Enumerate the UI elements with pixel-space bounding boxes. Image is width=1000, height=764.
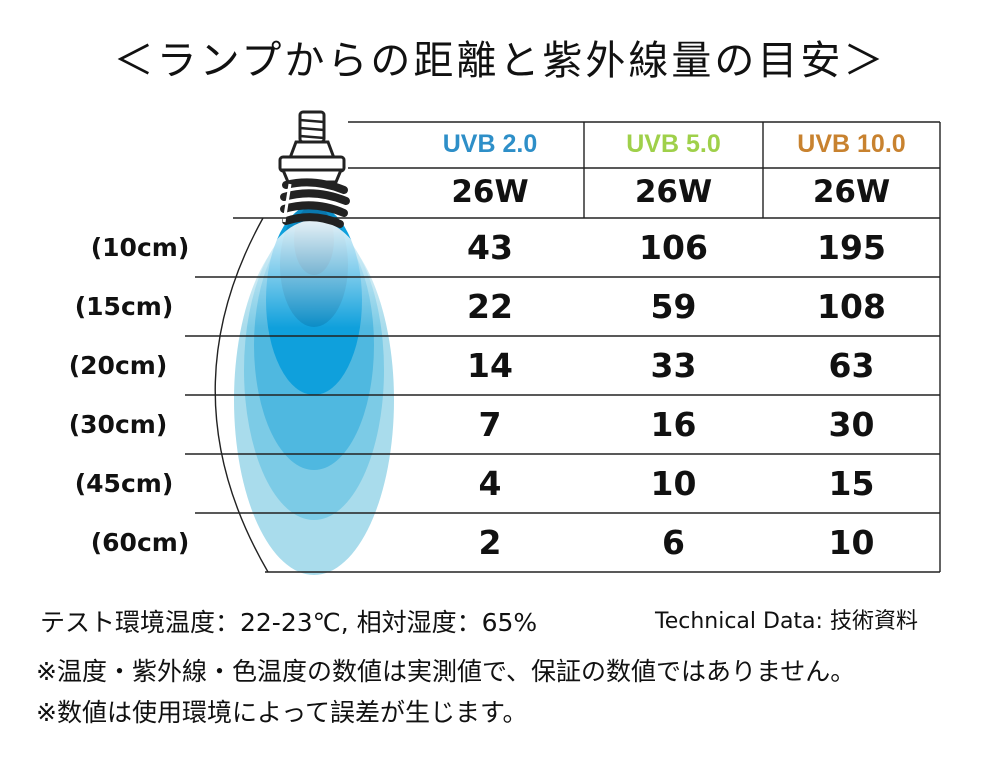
column-header-uvb-5: UVB 5.0 (626, 130, 721, 158)
technical-data-label: Technical Data: 技術資料 (655, 609, 918, 634)
table-cell: 2 (478, 523, 502, 562)
test-conditions: テスト環境温度：22-23℃, 相対湿度：65% (40, 608, 538, 637)
uv-lamp-bulb-icon (278, 110, 350, 228)
distance-label-15cm: (15cm) (74, 292, 174, 321)
table-cell: 15 (828, 464, 875, 503)
table-cell: 33 (650, 346, 697, 385)
table-cell: 10 (650, 464, 697, 503)
table-cell: 6 (662, 523, 685, 562)
wattage-cell: 26W (451, 174, 529, 210)
table-cell: 195 (817, 228, 886, 267)
footnote: ※温度・紫外線・色温度の数値は実測値で、保証の数値ではありません。 (36, 657, 856, 686)
wattage-cell: 26W (812, 174, 891, 210)
distance-label-20cm: (20cm) (68, 351, 168, 380)
distance-label-45cm: (45cm) (74, 469, 174, 498)
table-cell: 22 (467, 287, 513, 326)
distance-label-30cm: (30cm) (68, 410, 168, 439)
table-cell: 59 (650, 287, 697, 326)
table-cell: 106 (639, 228, 708, 267)
table-cell: 16 (650, 405, 697, 444)
table-cell: 30 (828, 405, 875, 444)
distance-label-10cm: (10cm) (90, 233, 190, 262)
table-cell: 7 (478, 405, 502, 444)
table-cell: 43 (467, 228, 513, 267)
column-header-uvb-2: UVB 2.0 (442, 130, 538, 158)
wattage-cell: 26W (634, 174, 713, 210)
distance-label-60cm: (60cm) (90, 528, 190, 557)
table-cell: 10 (828, 523, 875, 562)
footnote: ※数値は使用環境によって誤差が生じます。 (36, 698, 528, 727)
table-cell: 108 (817, 287, 886, 326)
table-cell: 63 (828, 346, 875, 385)
uv-beam (232, 203, 396, 580)
table-cell: 14 (467, 346, 513, 385)
page-title: ＜ランプからの距離と紫外線量の目安＞ (113, 38, 887, 84)
table-cell: 4 (478, 464, 502, 503)
column-header-uvb-10: UVB 10.0 (797, 130, 906, 158)
